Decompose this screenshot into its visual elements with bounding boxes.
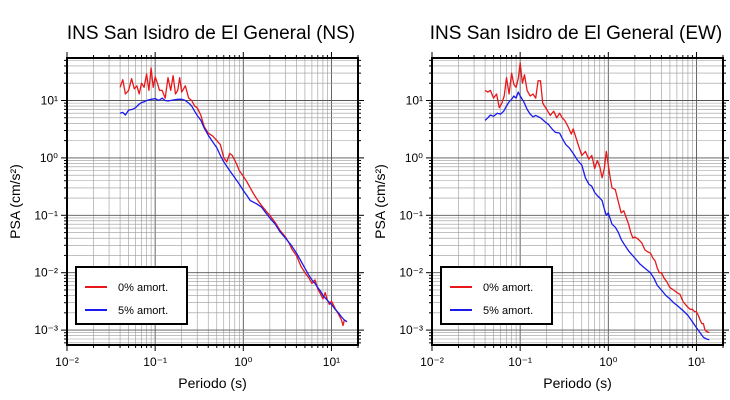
- y-tick-label: 10⁻¹: [399, 208, 423, 222]
- y-tick-label: 10⁻²: [34, 266, 58, 280]
- plot-lines: [484, 62, 710, 341]
- plot-frame: [66, 57, 359, 346]
- x-tick-label: 10¹: [688, 355, 705, 369]
- y-tick-label: 10⁻³: [399, 323, 423, 337]
- x-tick-label: 10⁻²: [420, 355, 444, 369]
- legend-label: 5% amort.: [118, 305, 168, 317]
- legend-box: [440, 266, 553, 325]
- x-tick-label: 10¹: [323, 355, 340, 369]
- y-axis-label: PSA (cm/s²): [372, 164, 388, 239]
- tick-labels: 10⁻² 10⁻¹ 10⁰ 10¹ 10⁻³ 10⁻² 10⁻¹ 10⁰ 10¹: [34, 93, 340, 369]
- legend-box: [75, 266, 188, 325]
- tick-labels: 10⁻² 10⁻¹ 10⁰ 10¹ 10⁻³ 10⁻² 10⁻¹ 10⁰ 10¹: [399, 93, 705, 369]
- x-tick-label: 10⁻¹: [508, 355, 532, 369]
- legend-label: 5% amort.: [483, 305, 533, 317]
- y-tick-label: 10⁰: [405, 151, 423, 165]
- chart-ew: INS San Isidro de El General (EW) 10⁻² 10…: [372, 23, 729, 391]
- x-axis-label: Periodo (s): [178, 375, 246, 391]
- legend: 0% amort. 5% amort.: [75, 266, 188, 325]
- y-tick-label: 10⁰: [40, 151, 58, 165]
- x-tick-label: 10⁰: [234, 355, 252, 369]
- chart-title: INS San Isidro de El General (NS): [67, 23, 355, 44]
- x-axis-label: Periodo (s): [543, 375, 611, 391]
- plot-lines: [119, 67, 348, 327]
- y-tick-label: 10¹: [41, 93, 58, 107]
- series-line-1: [484, 62, 710, 334]
- x-tick-label: 10⁰: [599, 355, 617, 369]
- plot-frame: [431, 57, 724, 346]
- x-tick-label: 10⁻²: [55, 355, 79, 369]
- y-tick-label: 10⁻¹: [34, 208, 58, 222]
- series-line-2: [484, 91, 710, 341]
- y-tick-label: 10¹: [406, 93, 423, 107]
- y-tick-label: 10⁻³: [34, 323, 58, 337]
- y-tick-label: 10⁻²: [399, 266, 423, 280]
- legend-label: 0% amort.: [118, 282, 168, 294]
- x-tick-label: 10⁻¹: [143, 355, 167, 369]
- chart-title: INS San Isidro de El General (EW): [430, 23, 723, 44]
- grid: [66, 58, 359, 345]
- chart-ns: INS San Isidro de El General (NS) 10⁻² 10…: [7, 23, 364, 391]
- legend-label: 0% amort.: [483, 282, 533, 294]
- series-line-2: [119, 97, 348, 323]
- legend: 0% amort. 5% amort.: [440, 266, 553, 325]
- y-axis-label: PSA (cm/s²): [7, 164, 23, 239]
